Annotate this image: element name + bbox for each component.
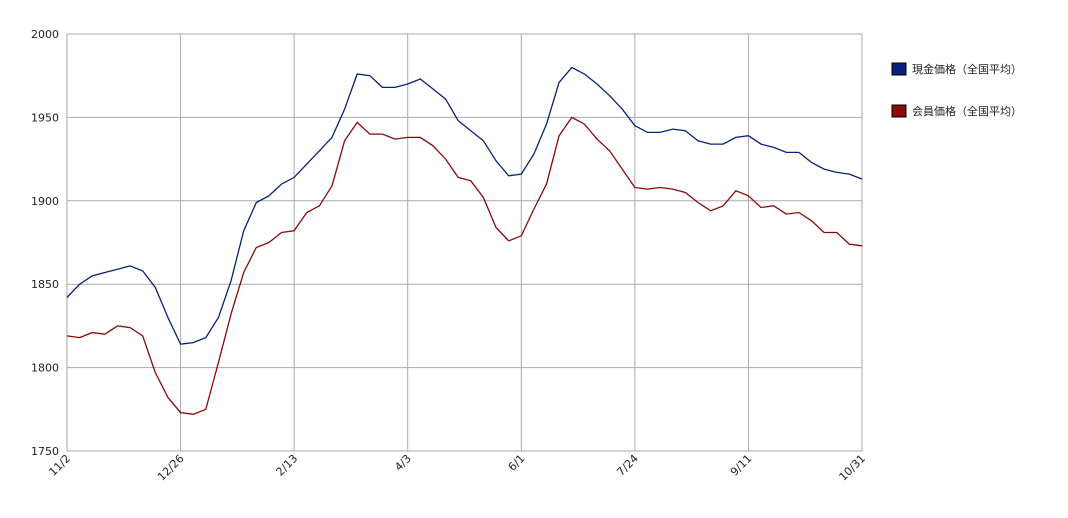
plot-area	[66, 33, 863, 452]
x-tick-label: 12/26	[155, 452, 187, 484]
y-tick-label: 1800	[31, 362, 59, 375]
x-tick-label: 6/1	[506, 452, 528, 474]
x-tick-label: 9/11	[728, 452, 755, 479]
legend-swatch	[891, 62, 907, 76]
x-tick-label: 7/24	[614, 452, 641, 479]
y-tick-label: 2000	[31, 28, 59, 41]
y-tick-label: 1900	[31, 195, 59, 208]
legend-label: 会員価格（全国平均）	[912, 104, 1022, 118]
x-tick-label: 2/13	[274, 452, 301, 479]
y-tick-label: 1950	[31, 111, 59, 124]
x-tick-label: 4/3	[392, 452, 414, 474]
series-line	[66, 116, 863, 415]
series-line	[66, 66, 863, 345]
x-tick-label: 10/31	[837, 452, 869, 484]
legend-swatch	[891, 104, 907, 118]
y-tick-label: 1750	[31, 445, 59, 458]
y-tick-label: 1850	[31, 278, 59, 291]
legend-label: 現金価格（全国平均）	[912, 62, 1022, 76]
